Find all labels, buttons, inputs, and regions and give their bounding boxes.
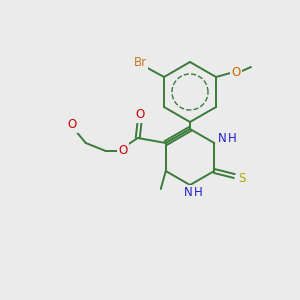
Text: N: N	[218, 131, 226, 145]
Text: O: O	[67, 118, 76, 131]
Text: S: S	[238, 172, 246, 184]
Text: H: H	[194, 187, 202, 200]
Text: N: N	[184, 187, 192, 200]
Text: O: O	[231, 65, 241, 79]
Text: O: O	[135, 109, 144, 122]
Text: Br: Br	[134, 56, 147, 70]
Text: O: O	[118, 143, 128, 157]
Text: H: H	[228, 131, 237, 145]
